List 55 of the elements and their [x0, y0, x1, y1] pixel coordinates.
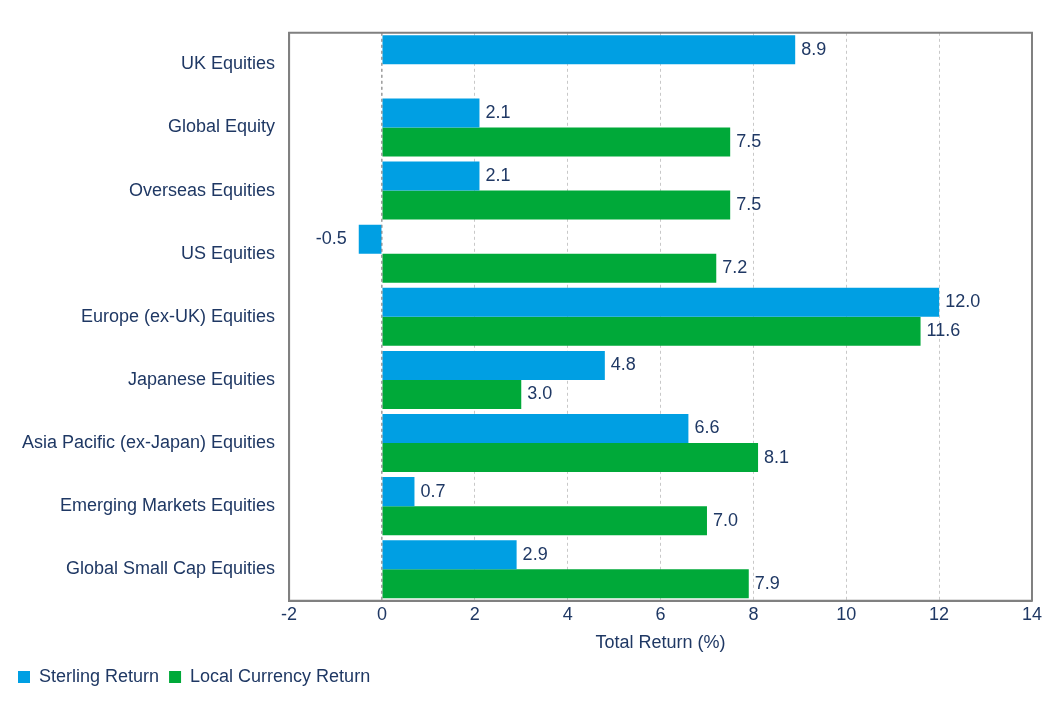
bar: [382, 413, 689, 444]
data-label: 8.1: [764, 446, 790, 467]
data-label: 0.7: [420, 480, 446, 501]
data-label: 2.1: [485, 101, 511, 122]
data-label: 7.2: [722, 257, 748, 278]
bar: [358, 224, 382, 254]
x-tick-label: 6: [655, 603, 666, 624]
bar: [382, 287, 940, 317]
bar: [382, 379, 522, 409]
data-label: 11.6: [926, 320, 961, 341]
bar: [382, 35, 796, 65]
data-label: 6.6: [694, 417, 720, 438]
data-label: -0.5: [315, 228, 347, 249]
y-tick-label: Global Small Cap Equities: [66, 558, 276, 579]
data-label: 4.8: [610, 354, 636, 375]
y-tick-label: UK Equities: [181, 53, 276, 74]
bar: [382, 443, 759, 473]
data-label: 7.9: [754, 572, 780, 593]
x-tick-label: 12: [929, 603, 950, 624]
y-tick-label: US Equities: [181, 242, 276, 263]
x-tick-label: 2: [469, 603, 480, 624]
x-tick-label: 0: [376, 603, 387, 624]
data-label: 2.9: [522, 543, 548, 564]
bar: [382, 477, 415, 507]
bar: [382, 316, 921, 346]
data-label: 3.0: [527, 383, 553, 404]
bar: [382, 127, 731, 157]
bar: [382, 506, 707, 536]
legend-label: Sterling Return: [39, 665, 160, 686]
y-tick-label: Global Equity: [168, 116, 276, 137]
data-label: 7.0: [712, 509, 739, 530]
x-tick-label: 4: [562, 603, 573, 624]
x-tick-label: 14: [1021, 603, 1042, 624]
bar: [382, 190, 731, 220]
bar: [382, 161, 480, 191]
bar: [382, 98, 480, 128]
x-axis-title: Total Return (%): [595, 632, 726, 653]
data-label: 8.9: [801, 38, 827, 59]
data-label: 12.0: [945, 291, 981, 312]
bar: [382, 569, 749, 599]
x-tick-label: 8: [748, 603, 759, 624]
y-tick-label: Asia Pacific (ex-Japan) Equities: [22, 431, 276, 452]
x-tick-label: -2: [281, 603, 298, 624]
y-tick-label: Japanese Equities: [128, 368, 276, 389]
x-tick-label: 10: [836, 603, 857, 624]
data-label: 7.5: [736, 194, 762, 215]
y-tick-label: Emerging Markets Equities: [60, 495, 276, 516]
data-label: 2.1: [485, 165, 511, 186]
y-tick-label: Europe (ex-UK) Equities: [81, 305, 276, 326]
data-label: 7.5: [736, 130, 762, 151]
y-tick-label: Overseas Equities: [129, 179, 276, 200]
bar: [382, 540, 517, 570]
legend-label: Local Currency Return: [190, 665, 371, 686]
bar: [382, 350, 605, 380]
bar: [382, 253, 717, 283]
